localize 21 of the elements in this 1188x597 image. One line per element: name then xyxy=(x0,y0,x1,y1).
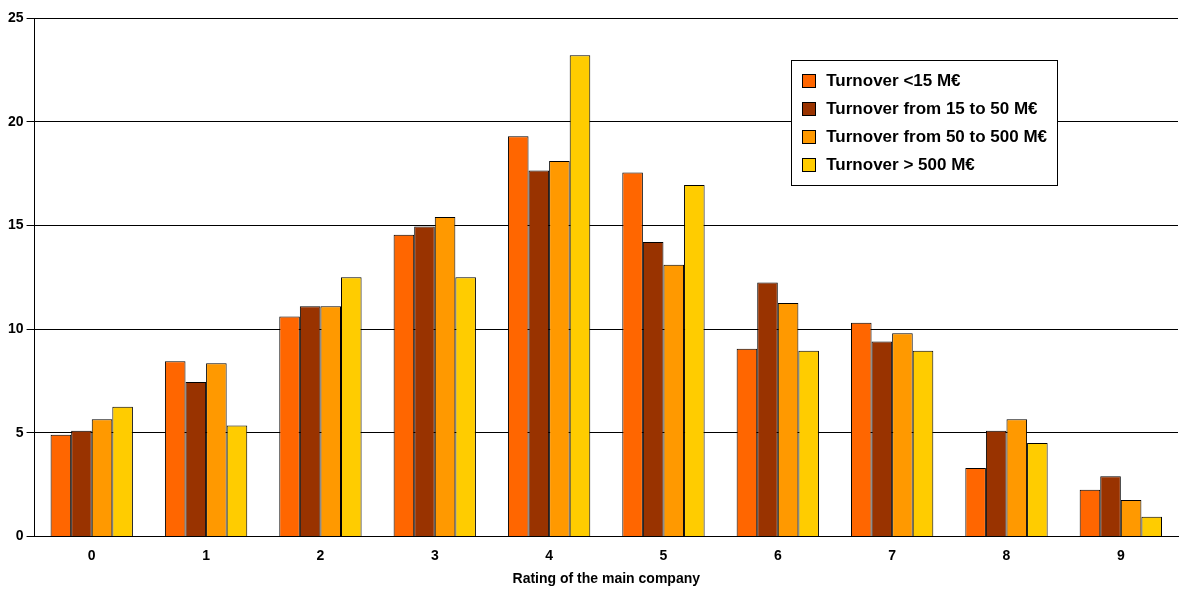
legend-label: Turnover from 50 to 500 M€ xyxy=(826,127,1047,147)
x-tick-label: 1 xyxy=(202,546,211,563)
x-tick-label: 9 xyxy=(1116,546,1125,563)
y-tick-label: 10 xyxy=(7,319,24,336)
y-tick-label: 5 xyxy=(15,423,24,440)
x-tick-label: 3 xyxy=(430,546,439,563)
y-tick-label: 0 xyxy=(15,527,24,544)
legend-label: Turnover <15 M€ xyxy=(826,71,961,91)
x-tick-label: 0 xyxy=(87,546,96,563)
x-axis-title: Rating of the main company xyxy=(512,570,701,587)
x-tick-label: 7 xyxy=(888,546,897,563)
y-tick-label: 15 xyxy=(7,216,24,233)
x-tick-label: 4 xyxy=(545,546,554,563)
y-tick-label: 25 xyxy=(7,8,24,25)
legend-label: Turnover from 15 to 50 M€ xyxy=(826,99,1038,119)
y-tick-label: 20 xyxy=(7,112,24,129)
x-tick-label: 6 xyxy=(773,546,782,563)
x-tick-label: 5 xyxy=(659,546,668,563)
x-tick-label: 8 xyxy=(1002,546,1011,563)
x-tick-label: 2 xyxy=(316,546,325,563)
legend-label: Turnover > 500 M€ xyxy=(826,155,975,175)
